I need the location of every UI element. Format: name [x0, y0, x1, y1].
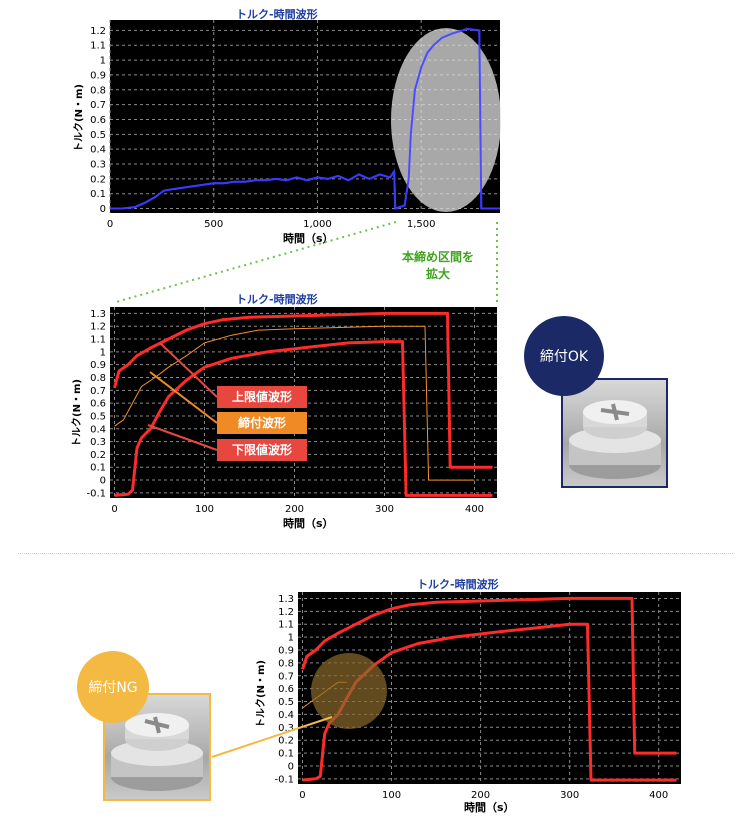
x-tick-label: 400: [465, 504, 484, 515]
x-tick-label: 100: [195, 504, 214, 515]
x-tick-label: 100: [382, 790, 401, 801]
y-tick-label: 0: [288, 761, 294, 772]
y-tick-label: -0.1: [274, 774, 294, 785]
section-divider: [18, 553, 733, 554]
y-tick-label: 0.4: [90, 145, 106, 156]
y-tick-label: 0.8: [90, 85, 106, 96]
x-tick-label: 300: [560, 790, 579, 801]
zoom-note: 本締め区間を 拡大: [386, 249, 490, 283]
y-tick-label: 0.6: [90, 399, 106, 410]
y-tick-label: 0.9: [90, 360, 106, 371]
ok-screw-illustration: [569, 400, 661, 479]
y-tick-label: 0.2: [278, 736, 294, 747]
y-tick-label: 1: [288, 633, 294, 644]
y-tick-label: 0.1: [90, 463, 106, 474]
y-tick-label: 1.1: [90, 335, 106, 346]
y-tick-label: 0.5: [90, 130, 106, 141]
chart2-series-line-1: [113, 311, 493, 469]
chart2-title: トルク-時間波形: [236, 293, 318, 306]
legend-pointer-lower: [147, 424, 218, 451]
x-tick-label: 300: [375, 504, 394, 515]
x-tick-label: 200: [285, 504, 304, 515]
x-tick-label: 1,500: [407, 219, 436, 230]
y-tick-label: 1.3: [278, 594, 294, 605]
chart3-series-line-3: [302, 622, 677, 782]
y-tick-label: -0.1: [86, 488, 106, 499]
y-tick-label: 0: [100, 476, 106, 487]
chart1-xlabel: 時間（s）: [283, 232, 334, 245]
y-tick-label: 0.8: [90, 373, 106, 384]
chart2-series-line-3: [114, 340, 493, 497]
ok-screw-photo: [561, 378, 668, 488]
x-tick-label: 400: [649, 790, 668, 801]
y-tick-label: 0.1: [90, 189, 106, 200]
x-tick-label: 0: [107, 219, 113, 230]
legend-lower-limit: 下限値波形: [217, 439, 307, 461]
chart3-series-line-1: [301, 596, 677, 755]
chart3-xlabel: 時間（s）: [464, 801, 515, 814]
ng-badge: 締付NG: [77, 651, 149, 723]
y-tick-label: 1.2: [90, 26, 106, 37]
y-tick-label: 0.1: [278, 749, 294, 760]
legend-pointer-upper: [159, 342, 218, 398]
y-tick-label: 0.9: [90, 70, 106, 81]
y-tick-label: 1.2: [278, 607, 294, 618]
y-tick-label: 0.3: [90, 160, 106, 171]
ok-badge: 締付OK: [524, 316, 604, 396]
y-tick-label: 0.7: [278, 671, 294, 682]
y-tick-label: 1.1: [90, 41, 106, 52]
y-tick-label: 0.6: [90, 115, 106, 126]
y-tick-label: 1.3: [90, 309, 106, 320]
x-tick-label: 500: [204, 219, 223, 230]
y-tick-label: 1.1: [278, 620, 294, 631]
y-tick-label: 1: [100, 56, 106, 67]
y-tick-label: 0.8: [278, 658, 294, 669]
x-tick-label: 1,000: [303, 219, 332, 230]
y-tick-label: 0.4: [278, 710, 294, 721]
y-tick-label: 0.2: [90, 174, 106, 185]
chart2-xlabel: 時間（s）: [283, 517, 334, 530]
y-tick-label: 1.2: [90, 322, 106, 333]
y-tick-label: 0.3: [278, 723, 294, 734]
ng-screw-illustration: [111, 713, 203, 791]
y-tick-label: 0: [100, 204, 106, 215]
y-tick-label: 0.2: [90, 450, 106, 461]
y-tick-label: 0.7: [90, 386, 106, 397]
y-tick-label: 0.6: [278, 684, 294, 695]
ng-highlight-circle: [311, 653, 387, 729]
legend-fastening: 締付波形: [217, 412, 307, 434]
x-tick-label: 0: [299, 790, 305, 801]
chart2-series-line-2: [114, 325, 475, 481]
x-tick-label: 0: [111, 504, 117, 515]
y-tick-label: 0.5: [278, 697, 294, 708]
chart2: 0 100 200 300 400-0.100.10.20.30.40.50.60.70…: [86, 307, 497, 515]
legend-pointer-fastening: [149, 371, 218, 424]
chart3-title: トルク-時間波形: [417, 578, 499, 591]
chart1-series-line-overlay: [110, 27, 500, 210]
y-tick-label: 0.9: [278, 645, 294, 656]
y-tick-label: 1: [100, 347, 106, 358]
legend-upper-limit: 上限値波形: [217, 386, 307, 408]
ng-screw-photo: [103, 693, 211, 801]
y-tick-label: 0.5: [90, 411, 106, 422]
y-tick-label: 0.7: [90, 100, 106, 111]
zoom-note-line1: 本締め区間を: [401, 250, 474, 264]
y-tick-label: 0.4: [90, 424, 106, 435]
chart1-title: トルク-時間波形: [236, 8, 318, 21]
zoom-note-line2: 拡大: [425, 267, 450, 281]
zoom-connector-left: [115, 221, 397, 303]
ng-pointer-line: [211, 716, 333, 758]
y-tick-label: 0.3: [90, 437, 106, 448]
x-tick-label: 200: [471, 790, 490, 801]
